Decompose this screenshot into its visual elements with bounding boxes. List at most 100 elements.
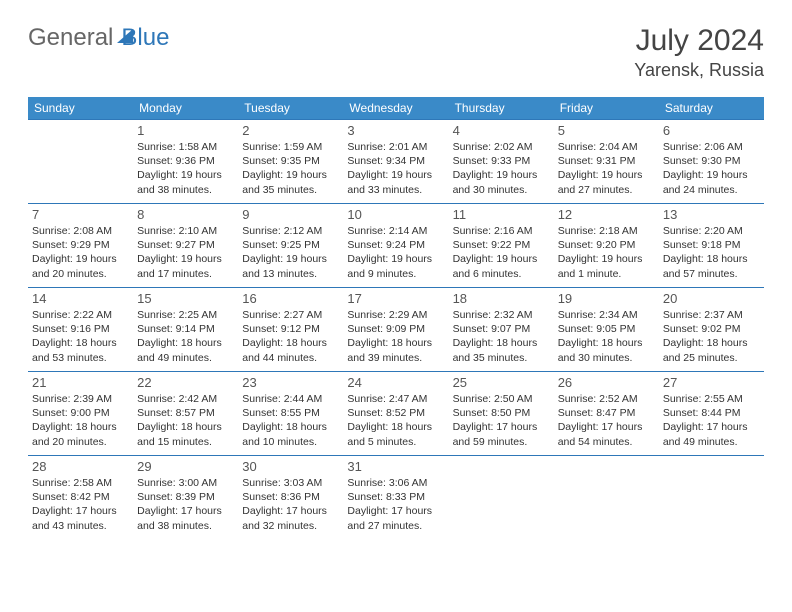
sun-info: Sunrise: 2:29 AMSunset: 9:09 PMDaylight:… [347,308,444,365]
month-title: July 2024 [634,24,764,58]
calendar-day-cell: 24 Sunrise: 2:47 AMSunset: 8:52 PMDayligh… [343,372,448,456]
calendar-day-cell: 27 Sunrise: 2:55 AMSunset: 8:44 PMDayligh… [659,372,764,456]
calendar-week-row: 28 Sunrise: 2:58 AMSunset: 8:42 PMDayligh… [28,456,764,540]
sun-info: Sunrise: 2:01 AMSunset: 9:34 PMDaylight:… [347,140,444,197]
sun-info: Sunrise: 2:16 AMSunset: 9:22 PMDaylight:… [453,224,550,281]
calendar-day-cell: 2 Sunrise: 1:59 AMSunset: 9:35 PMDaylight… [238,120,343,204]
calendar-day-cell: 5 Sunrise: 2:04 AMSunset: 9:31 PMDaylight… [554,120,659,204]
calendar-day-cell: 13Sunrise: 2:20 AMSunset: 9:18 PMDayligh… [659,204,764,288]
sun-info: Sunrise: 2:14 AMSunset: 9:24 PMDaylight:… [347,224,444,281]
sun-info: Sunrise: 2:20 AMSunset: 9:18 PMDaylight:… [663,224,760,281]
logo-text-general: General [28,24,113,52]
calendar-day-cell: 1Sunrise: 1:58 AMSunset: 9:36 PMDaylight… [133,120,238,204]
calendar-day-cell: 8 Sunrise: 2:10 AMSunset: 9:27 PMDaylight… [133,204,238,288]
location: Yarensk, Russia [634,60,764,81]
sun-info: Sunrise: 2:10 AMSunset: 9:27 PMDaylight:… [137,224,234,281]
day-number: 27 [663,375,760,390]
day-header: Wednesday [343,97,448,120]
calendar-day-cell: 17 Sunrise: 2:29 AMSunset: 9:09 PMDayligh… [343,288,448,372]
day-number: 5 [558,123,655,138]
day-header-row: Sunday Monday Tuesday Wednesday Thursday… [28,97,764,120]
calendar-day-cell [659,456,764,540]
calendar-day-cell: 3 Sunrise: 2:01 AMSunset: 9:34 PMDaylight… [343,120,448,204]
calendar-day-cell: 16Sunrise: 2:27 AMSunset: 9:12 PMDayligh… [238,288,343,372]
sun-info: Sunrise: 2:04 AMSunset: 9:31 PMDaylight:… [558,140,655,197]
sun-info: Sunrise: 2:12 AMSunset: 9:25 PMDaylight:… [242,224,339,281]
calendar-day-cell: 25 Sunrise: 2:50 AMSunset: 8:50 PMDayligh… [449,372,554,456]
day-number: 9 [242,207,339,222]
sun-info: Sunrise: 2:58 AMSunset: 8:42 PMDaylight:… [32,476,129,533]
day-header: Friday [554,97,659,120]
calendar-day-cell [554,456,659,540]
day-number: 22 [137,375,234,390]
calendar-table: Sunday Monday Tuesday Wednesday Thursday… [28,97,764,540]
calendar-day-cell: 14 Sunrise: 2:22 AMSunset: 9:16 PMDayligh… [28,288,133,372]
day-number: 16 [242,291,339,306]
calendar-day-cell: 9 Sunrise: 2:12 AMSunset: 9:25 PMDaylight… [238,204,343,288]
day-header: Tuesday [238,97,343,120]
day-number: 10 [347,207,444,222]
calendar-day-cell [28,120,133,204]
calendar-day-cell: 4 Sunrise: 2:02 AMSunset: 9:33 PMDaylight… [449,120,554,204]
day-header: Monday [133,97,238,120]
sun-info: Sunrise: 2:47 AMSunset: 8:52 PMDaylight:… [347,392,444,449]
calendar-day-cell: 29 Sunrise: 3:00 AMSunset: 8:39 PMDayligh… [133,456,238,540]
sun-info: Sunrise: 2:25 AMSunset: 9:14 PMDaylight:… [137,308,234,365]
day-number: 30 [242,459,339,474]
day-number: 25 [453,375,550,390]
sun-info: Sunrise: 2:55 AMSunset: 8:44 PMDaylight:… [663,392,760,449]
calendar-day-cell: 26 Sunrise: 2:52 AMSunset: 8:47 PMDayligh… [554,372,659,456]
day-number: 7 [32,207,129,222]
calendar-week-row: 14 Sunrise: 2:22 AMSunset: 9:16 PMDayligh… [28,288,764,372]
day-number: 4 [453,123,550,138]
day-number: 24 [347,375,444,390]
day-number: 29 [137,459,234,474]
calendar-day-cell: 18Sunrise: 2:32 AMSunset: 9:07 PMDayligh… [449,288,554,372]
day-number: 3 [347,123,444,138]
day-number: 14 [32,291,129,306]
calendar-day-cell: 11 Sunrise: 2:16 AMSunset: 9:22 PMDayligh… [449,204,554,288]
calendar-day-cell: 19 Sunrise: 2:34 AMSunset: 9:05 PMDayligh… [554,288,659,372]
day-header: Sunday [28,97,133,120]
sun-info: Sunrise: 2:18 AMSunset: 9:20 PMDaylight:… [558,224,655,281]
day-number: 26 [558,375,655,390]
logo: General Blue [28,24,169,52]
sun-info: Sunrise: 2:22 AMSunset: 9:16 PMDaylight:… [32,308,129,365]
logo-text-blue: Blue [121,24,169,52]
sun-info: Sunrise: 1:59 AMSunset: 9:35 PMDaylight:… [242,140,339,197]
day-number: 11 [453,207,550,222]
sun-info: Sunrise: 2:34 AMSunset: 9:05 PMDaylight:… [558,308,655,365]
sun-info: Sunrise: 2:39 AMSunset: 9:00 PMDaylight:… [32,392,129,449]
calendar-day-cell: 20Sunrise: 2:37 AMSunset: 9:02 PMDayligh… [659,288,764,372]
sun-info: Sunrise: 2:52 AMSunset: 8:47 PMDaylight:… [558,392,655,449]
calendar-week-row: 21Sunrise: 2:39 AMSunset: 9:00 PMDayligh… [28,372,764,456]
day-number: 12 [558,207,655,222]
day-header: Saturday [659,97,764,120]
day-number: 18 [453,291,550,306]
calendar-day-cell [449,456,554,540]
calendar-day-cell: 30 Sunrise: 3:03 AMSunset: 8:36 PMDayligh… [238,456,343,540]
day-number: 23 [242,375,339,390]
calendar-day-cell: 10 Sunrise: 2:14 AMSunset: 9:24 PMDayligh… [343,204,448,288]
day-number: 17 [347,291,444,306]
header: General Blue July 2024 Yarensk, Russia [28,24,764,81]
day-number: 28 [32,459,129,474]
sun-info: Sunrise: 3:03 AMSunset: 8:36 PMDaylight:… [242,476,339,533]
day-number: 8 [137,207,234,222]
sun-info: Sunrise: 2:42 AMSunset: 8:57 PMDaylight:… [137,392,234,449]
calendar-day-cell: 31Sunrise: 3:06 AMSunset: 8:33 PMDayligh… [343,456,448,540]
calendar-day-cell: 28 Sunrise: 2:58 AMSunset: 8:42 PMDayligh… [28,456,133,540]
calendar-day-cell: 23 Sunrise: 2:44 AMSunset: 8:55 PMDayligh… [238,372,343,456]
day-number: 19 [558,291,655,306]
day-number: 1 [137,123,234,138]
day-number: 31 [347,459,444,474]
calendar-day-cell: 21Sunrise: 2:39 AMSunset: 9:00 PMDayligh… [28,372,133,456]
sun-info: Sunrise: 3:00 AMSunset: 8:39 PMDaylight:… [137,476,234,533]
calendar-day-cell: 12 Sunrise: 2:18 AMSunset: 9:20 PMDayligh… [554,204,659,288]
sun-info: Sunrise: 2:50 AMSunset: 8:50 PMDaylight:… [453,392,550,449]
day-number: 2 [242,123,339,138]
sun-info: Sunrise: 2:44 AMSunset: 8:55 PMDaylight:… [242,392,339,449]
calendar-day-cell: 7 Sunrise: 2:08 AMSunset: 9:29 PMDaylight… [28,204,133,288]
sun-info: Sunrise: 2:08 AMSunset: 9:29 PMDaylight:… [32,224,129,281]
sun-info: Sunrise: 2:02 AMSunset: 9:33 PMDaylight:… [453,140,550,197]
